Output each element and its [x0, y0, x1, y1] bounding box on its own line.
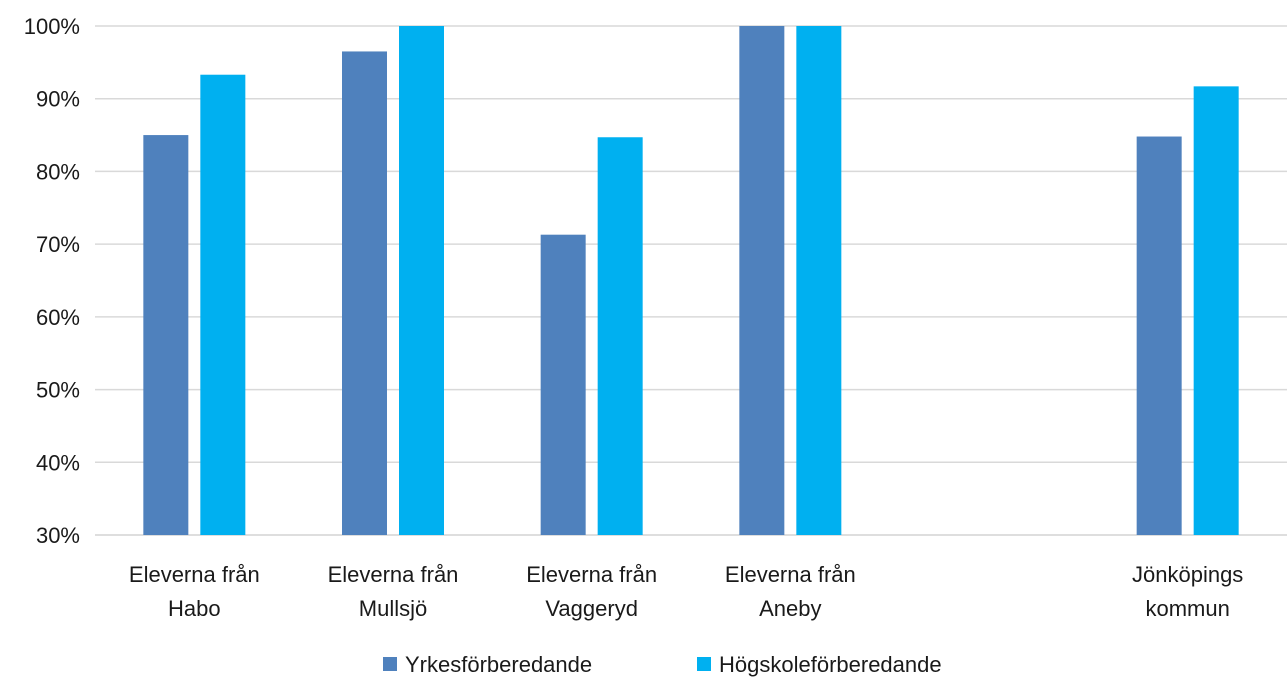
y-tick-label: 100% — [24, 14, 80, 39]
x-tick-label: Eleverna från — [725, 562, 856, 587]
x-tick-label: Vaggeryd — [545, 596, 638, 621]
x-tick-label: kommun — [1145, 596, 1229, 621]
x-tick-label: Mullsjö — [359, 596, 427, 621]
x-axis-labels: Eleverna från Habo Eleverna från Mullsjö Ele… — [129, 562, 1243, 621]
bar-hogskole — [399, 26, 444, 535]
x-tick-label: Jönköpings — [1132, 562, 1243, 587]
bar-yrkes — [739, 26, 785, 535]
bar-hogskole — [200, 74, 246, 536]
gridlines — [95, 25, 1287, 536]
legend-swatch — [697, 657, 711, 671]
bar-hogskole — [597, 137, 643, 535]
y-tick-label: 50% — [36, 378, 80, 403]
legend-swatch — [383, 657, 397, 671]
y-axis-ticks: 30% 40% 50% 60% 70% 80% 90% 100% — [24, 14, 80, 548]
bar-hogskole — [796, 26, 842, 535]
x-tick-label: Habo — [168, 596, 221, 621]
x-tick-label: Aneby — [759, 596, 821, 621]
bar-hogskole — [1193, 86, 1239, 536]
x-tick-label: Eleverna från — [328, 562, 459, 587]
x-tick-label: Eleverna från — [129, 562, 260, 587]
bars — [143, 26, 1239, 536]
x-tick-label: Eleverna från — [526, 562, 657, 587]
legend-label: Högskoleförberedande — [719, 652, 942, 677]
y-tick-label: 90% — [36, 87, 80, 112]
y-tick-label: 40% — [36, 450, 80, 475]
y-tick-label: 60% — [36, 305, 80, 330]
y-tick-label: 70% — [36, 232, 80, 257]
y-tick-label: 30% — [36, 523, 80, 548]
legend-label: Yrkesförberedande — [405, 652, 592, 677]
y-tick-label: 80% — [36, 159, 80, 184]
bar-yrkes — [1136, 136, 1182, 536]
bar-yrkes — [540, 234, 586, 535]
bar-yrkes — [143, 135, 189, 536]
bar-yrkes — [342, 51, 387, 535]
legend: Yrkesförberedande Högskoleförberedande — [383, 652, 942, 677]
